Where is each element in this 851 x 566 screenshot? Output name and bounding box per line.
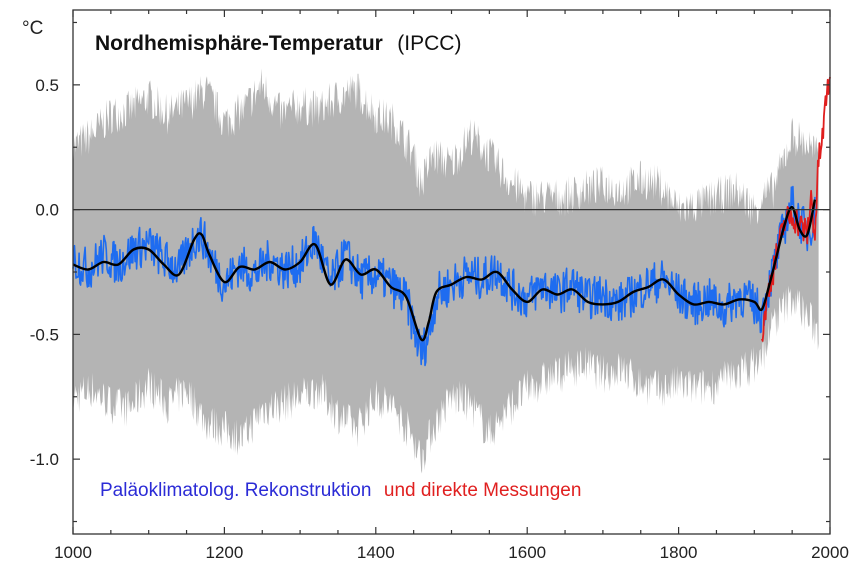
uncertainty-band-layer bbox=[73, 68, 819, 474]
x-tick-label: 1000 bbox=[54, 543, 92, 562]
chart-title: Nordhemisphäre-Temperatur (IPCC) bbox=[95, 32, 461, 55]
y-tick-label: -0.5 bbox=[30, 325, 59, 344]
y-unit-label: °C bbox=[22, 18, 43, 39]
reconstruction-layer bbox=[72, 185, 816, 367]
chart-title-source: (IPCC) bbox=[397, 32, 461, 55]
y-tick-label: 0.5 bbox=[35, 76, 59, 95]
y-axis: 0.5 0.0 -0.5 -1.0 bbox=[30, 21, 830, 523]
x-axis: 1000 1200 1400 1600 1800 2000 bbox=[54, 10, 849, 562]
y-tick-label: 0.0 bbox=[35, 201, 59, 220]
x-tick-label: 1600 bbox=[508, 543, 546, 562]
x-tick-label: 1200 bbox=[205, 543, 243, 562]
x-tick-label: 1400 bbox=[357, 543, 395, 562]
smoothed-series bbox=[72, 199, 817, 342]
chart-title-main: Nordhemisphäre-Temperatur bbox=[95, 32, 383, 55]
reconstruction-series bbox=[72, 185, 816, 367]
smoothed-layer bbox=[72, 199, 817, 342]
y-tick-label: -1.0 bbox=[30, 450, 59, 469]
legend: Paläoklimatolog. Rekonstruktion und dire… bbox=[100, 480, 581, 501]
legend-entry-reconstruction: Paläoklimatolog. Rekonstruktion bbox=[100, 480, 371, 501]
legend-entry-measured: und direkte Messungen bbox=[384, 480, 582, 501]
uncertainty-band bbox=[73, 68, 819, 474]
x-tick-label: 1800 bbox=[660, 543, 698, 562]
x-tick-label: 2000 bbox=[811, 543, 849, 562]
